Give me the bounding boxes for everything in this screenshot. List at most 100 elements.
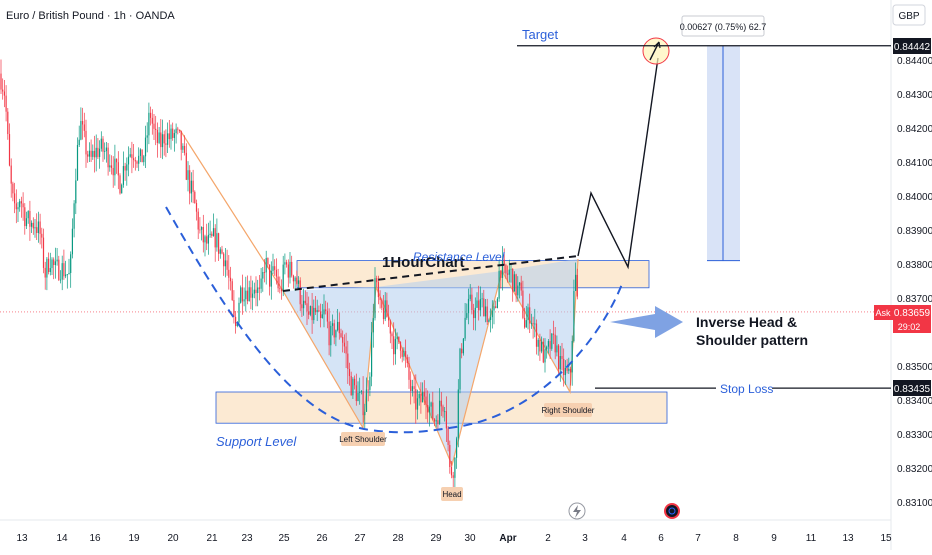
candle [243, 287, 245, 307]
time-tick-label: 29 [430, 533, 442, 544]
candle [510, 263, 512, 283]
candle [29, 200, 31, 241]
candle [178, 129, 181, 133]
candle [530, 313, 532, 329]
candle [112, 156, 114, 188]
candle [382, 294, 385, 325]
price-tick-label: 0.83900 [897, 226, 932, 237]
candle [474, 297, 476, 331]
candle [398, 336, 400, 344]
price-tick-label: 0.83700 [897, 294, 932, 305]
candle [479, 286, 481, 317]
price-tick-label: 0.83200 [897, 464, 932, 475]
candle [478, 285, 480, 321]
candle [428, 393, 430, 427]
support-level-label: Support Level [216, 434, 297, 449]
price-tick-label: 0.83100 [897, 498, 932, 509]
candle [539, 333, 541, 361]
candle [447, 425, 449, 452]
candle [552, 320, 555, 345]
candle [8, 123, 11, 167]
stop-loss-label: Stop Loss [720, 382, 773, 396]
candle [415, 374, 417, 424]
price-tick-label: 0.83800 [897, 260, 932, 271]
measure-tooltip-text: 0.00627 (0.75%) 62.7 [680, 22, 767, 32]
candle [212, 213, 215, 237]
candle [486, 298, 488, 325]
candle [559, 345, 561, 382]
candle [214, 224, 216, 262]
candle [393, 322, 395, 366]
candle [501, 246, 504, 291]
candle [119, 173, 121, 195]
candle [280, 279, 283, 300]
candle [423, 380, 425, 406]
target-label: Target [522, 27, 559, 42]
candle [444, 407, 446, 422]
candle [168, 120, 170, 148]
candle [2, 78, 4, 100]
candle [524, 307, 526, 329]
time-tick-label: 16 [89, 533, 101, 544]
lightning-marker[interactable] [568, 502, 586, 520]
candle [263, 259, 266, 283]
candle [238, 297, 240, 326]
candle [352, 377, 354, 399]
candle [255, 276, 257, 307]
candle [459, 347, 461, 394]
candle [518, 281, 521, 299]
candle [357, 381, 359, 402]
candle [333, 319, 335, 345]
candle [483, 289, 485, 317]
currency-button[interactable]: GBP [892, 4, 926, 26]
time-tick-label: 19 [128, 533, 140, 544]
candle [92, 144, 94, 160]
candle [505, 263, 507, 280]
candle [422, 382, 424, 403]
candle [252, 280, 254, 311]
ask-price-tag: Ask 0.83659 29:02 [874, 305, 931, 333]
candle [37, 211, 39, 243]
candle [292, 274, 294, 289]
ask-label: Ask [875, 308, 891, 318]
candles-layer [0, 59, 578, 493]
candle [201, 226, 203, 241]
time-axis[interactable]: 13 14 16 19 20 21 23 25 26 27 28 29 30 Apr 2 3 4 6 7 8 9 11 13… [16, 533, 892, 544]
candle [194, 190, 196, 204]
candle [209, 220, 211, 238]
candle [306, 292, 308, 326]
candle [272, 253, 274, 275]
price-tick-label: 0.84100 [897, 158, 932, 169]
candle [450, 461, 453, 479]
candle [27, 210, 29, 224]
candle [408, 356, 410, 389]
event-marker[interactable] [664, 503, 680, 519]
candle [44, 261, 46, 290]
candle [54, 247, 56, 279]
candle [88, 142, 90, 162]
candle [576, 268, 578, 300]
candle [405, 339, 407, 368]
candle [513, 271, 515, 292]
candle [97, 137, 99, 160]
candle [476, 292, 478, 308]
candle [287, 259, 289, 288]
candle [374, 267, 376, 321]
candle [328, 308, 330, 356]
candle [564, 360, 566, 385]
candle [104, 142, 106, 160]
candle [389, 319, 391, 344]
candle [150, 106, 152, 126]
candle [551, 333, 553, 351]
candle [535, 319, 538, 355]
candle [274, 259, 276, 276]
candle [180, 130, 182, 161]
candle [219, 247, 221, 259]
candle [46, 257, 48, 291]
price-axis[interactable]: 0.83100 0.83200 0.83300 0.83400 0.83500 0.837… [897, 56, 932, 509]
right-shoulder-text: Right Shoulder [542, 406, 595, 415]
candle [440, 391, 442, 417]
candle [330, 321, 332, 357]
candle [541, 336, 543, 354]
resistance-level-label: Resistance Level [413, 250, 505, 264]
